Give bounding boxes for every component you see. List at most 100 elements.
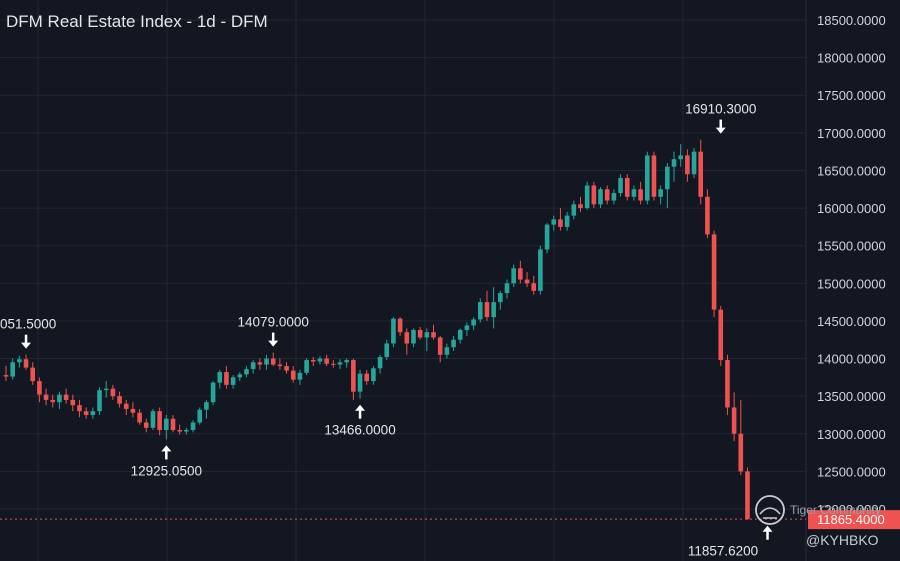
last-price-tag (808, 510, 900, 530)
candle-body (204, 402, 209, 410)
candle-body (544, 224, 550, 250)
tiger-logo-icon (755, 495, 785, 525)
y-tick-label: 15500.0000 (817, 239, 886, 254)
candle-body (77, 405, 82, 412)
candle-body (270, 358, 276, 365)
candle-body (277, 364, 283, 367)
candle-body (745, 471, 750, 520)
candle-body (117, 396, 122, 404)
candle-body (718, 309, 724, 361)
candle-body (164, 418, 169, 431)
candle-body (591, 185, 597, 205)
candle-body (137, 412, 142, 423)
candle-body (564, 215, 570, 227)
candle-body (257, 362, 263, 365)
candle-body (317, 358, 323, 362)
candle-body (70, 399, 76, 406)
candle-body (224, 372, 229, 385)
candle-body (123, 403, 129, 409)
candle-body (611, 193, 617, 201)
candle-body (731, 407, 737, 434)
candle-body (498, 293, 503, 303)
candle-body (364, 373, 370, 382)
y-tick-label: 13000.0000 (817, 427, 886, 442)
candle-body (511, 268, 516, 284)
candle-body (297, 372, 303, 380)
candle-body (571, 204, 577, 216)
y-tick-label: 17500.0000 (817, 88, 886, 103)
annotation-label: 16910.3000 (685, 102, 756, 117)
candle-body (578, 204, 583, 209)
candle-body (143, 422, 149, 428)
candle-body (30, 367, 36, 382)
candle-body (284, 366, 289, 371)
candle-body (624, 177, 630, 197)
y-tick-label: 18500.0000 (817, 13, 886, 28)
candle-body (538, 249, 543, 291)
candle-body (417, 329, 423, 338)
annotation-label: 14079.0000 (238, 315, 309, 330)
watermark-brand: Tiger Community (790, 503, 881, 517)
annotation-arrowhead-icon (268, 340, 279, 347)
y-tick-label: 17000.0000 (817, 126, 886, 141)
tiger-logo-mark (759, 507, 781, 519)
candle-body (130, 408, 136, 413)
y-tick-label: 18000.0000 (817, 51, 886, 66)
annotation-label: 13466.0000 (324, 423, 395, 438)
candle-body (351, 360, 356, 392)
y-tick-label: 14000.0000 (817, 352, 886, 367)
candle-body (558, 219, 563, 227)
candle-body (384, 343, 390, 358)
candle-body (83, 411, 89, 415)
candle-body (210, 382, 216, 403)
candle-body (10, 362, 15, 377)
candle-body (184, 430, 189, 432)
candle-body (150, 411, 156, 428)
candle-body (50, 399, 56, 403)
candle-body (651, 155, 657, 197)
candle-body (705, 196, 710, 235)
candle-body (457, 329, 463, 340)
y-tick-label: 14500.0000 (817, 314, 886, 329)
candle-body (644, 155, 650, 201)
candle-body (110, 388, 116, 397)
candle-body (377, 357, 383, 369)
candle-body (658, 189, 663, 197)
y-tick-label: 16000.0000 (817, 201, 886, 216)
candle-body (698, 151, 704, 197)
candle-body (491, 302, 496, 318)
annotation-arrowhead-icon (21, 342, 32, 349)
candle-body (638, 189, 643, 201)
candle-body (264, 358, 269, 365)
candle-body (37, 381, 42, 395)
candle-body (477, 302, 483, 320)
candle-body (397, 318, 403, 333)
candle-body (524, 279, 530, 284)
candle-body (337, 362, 343, 365)
annotation-label: 12925.0500 (131, 463, 202, 478)
candle-body (437, 337, 443, 355)
candle-body (631, 189, 637, 197)
candle-body (431, 332, 436, 338)
candle-body (177, 430, 182, 432)
candle-body (678, 155, 683, 160)
candle-body (23, 359, 29, 368)
candle-body (197, 409, 203, 423)
annotation-arrowhead-icon (715, 127, 726, 134)
candle-body (250, 362, 256, 370)
candle-body (444, 347, 450, 355)
candle-body (484, 302, 490, 318)
candle-body (551, 219, 557, 225)
candle-body (3, 375, 9, 377)
candle-body (230, 377, 236, 385)
y-tick-label: 12500.0000 (817, 464, 886, 479)
candle-body (464, 325, 470, 330)
candle-body (157, 411, 162, 431)
chart-title: DFM Real Estate Index - 1d - DFM (6, 12, 268, 31)
candle-body (290, 370, 296, 380)
candle-body (404, 332, 410, 344)
candle-body (170, 418, 176, 431)
annotation-arrowhead-icon (355, 404, 366, 411)
candle-body (344, 360, 349, 363)
